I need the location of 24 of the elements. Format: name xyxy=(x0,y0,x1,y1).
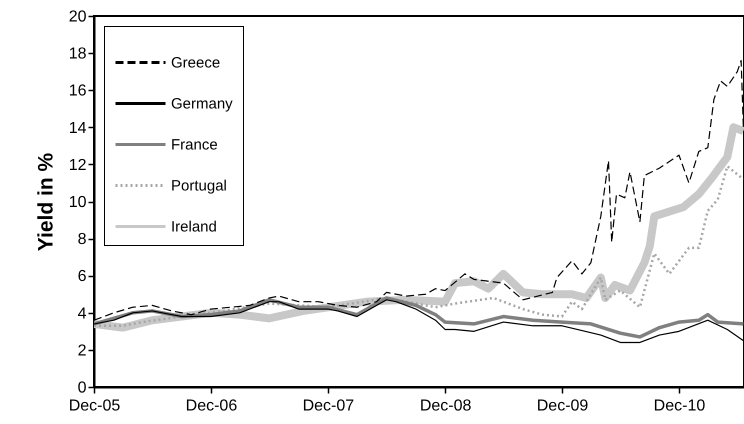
legend-label: Greece xyxy=(171,54,220,72)
y-tick-label: 0 xyxy=(78,380,87,396)
y-tick-label: 6 xyxy=(78,268,87,286)
y-tick-label: 10 xyxy=(68,194,87,211)
y-tick-label: 16 xyxy=(68,82,87,100)
x-tick-label: Dec-09 xyxy=(536,398,588,414)
x-tick-label: Dec-08 xyxy=(420,398,472,414)
y-axis-title: Yield in % xyxy=(34,152,58,252)
legend-label: Portugal xyxy=(171,178,227,194)
x-tick-label: Dec-07 xyxy=(302,398,354,414)
y-tick-label: 20 xyxy=(68,8,87,26)
y-tick-label: 18 xyxy=(68,46,87,63)
x-tick-label: Dec-06 xyxy=(186,398,238,414)
line-series xyxy=(94,165,744,328)
legend-label: Ireland xyxy=(171,218,217,236)
y-tick-label: 12 xyxy=(68,156,87,174)
y-tick-label: 14 xyxy=(68,120,87,137)
x-tick-label: Dec-05 xyxy=(68,398,120,414)
legend-label: France xyxy=(171,136,218,154)
y-tick-label: 2 xyxy=(78,342,87,360)
legend-label: Germany xyxy=(171,96,234,112)
y-tick-label: 4 xyxy=(78,305,87,322)
y-tick-label: 8 xyxy=(78,231,87,248)
x-tick-label: Dec-10 xyxy=(654,398,706,414)
